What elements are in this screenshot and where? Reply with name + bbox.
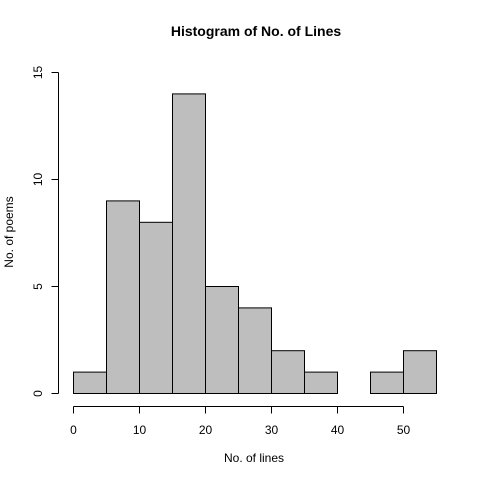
histogram-bar-1: [106, 200, 140, 394]
histogram-bar-2: [139, 221, 173, 394]
x-tick-label: 40: [331, 423, 345, 437]
x-tick-label: 50: [397, 423, 411, 437]
y-tick-label: 10: [31, 173, 45, 187]
bars-group: [73, 93, 437, 395]
y-tick-label: 0: [31, 390, 45, 397]
x-tick-label: 0: [70, 423, 77, 437]
y-axis: 0 5 10 15: [31, 66, 59, 397]
histogram-bar-0: [73, 371, 107, 395]
histogram-bar-9: [370, 371, 404, 395]
histogram-bar-5: [238, 307, 272, 394]
y-tick-label: 15: [31, 66, 45, 80]
histogram-bar-3: [172, 93, 206, 395]
chart-title: Histogram of No. of Lines: [171, 23, 342, 39]
histogram-bar-4: [205, 286, 239, 394]
y-axis-label: No. of poems: [2, 196, 16, 267]
histogram-bar-7: [304, 371, 338, 395]
x-tick-label: 30: [265, 423, 279, 437]
x-axis-label: No. of lines: [224, 451, 284, 465]
x-axis: 0 10 20 30 40 50: [70, 406, 411, 437]
histogram-bar-6: [271, 350, 305, 395]
x-tick-label: 10: [133, 423, 147, 437]
y-tick-label: 5: [31, 283, 45, 290]
x-tick-label: 20: [199, 423, 213, 437]
histogram-bar-10: [403, 350, 437, 395]
